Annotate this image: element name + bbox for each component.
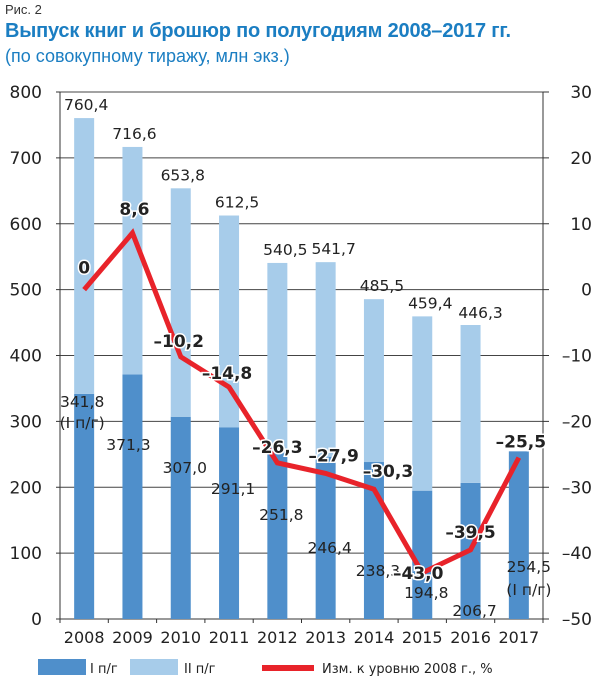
left-tick-label: 800 <box>10 83 42 103</box>
total-data-label: 653,8 <box>161 166 205 184</box>
change-data-label: –30,3 <box>363 462 413 482</box>
left-tick-label: 600 <box>10 215 42 235</box>
x-tick-label: 2017 <box>498 628 539 647</box>
figure-label: Рис. 2 <box>5 2 42 17</box>
left-tick-label: 0 <box>31 610 42 630</box>
change-data-label: –27,9 <box>308 446 358 466</box>
bar-h1 <box>219 427 240 619</box>
change-line <box>82 228 522 577</box>
total-data-label: 540,5 <box>263 241 307 259</box>
left-tick-label: 300 <box>10 412 42 432</box>
legend-swatch-h2 <box>130 659 178 675</box>
left-tick-label: 500 <box>10 281 42 301</box>
legend-swatch-line <box>262 665 314 671</box>
change-data-label: –14,8 <box>202 364 252 384</box>
bar-h1 <box>315 456 336 619</box>
change-data-label: –43,0 <box>393 564 444 584</box>
x-tick-label: 2014 <box>354 628 395 647</box>
total-data-label: 446,3 <box>458 304 502 322</box>
x-tick-label: 2016 <box>450 628 491 647</box>
change-data-label: –25,5 <box>496 433 546 453</box>
bar-h2 <box>315 262 336 457</box>
bar-h2 <box>460 324 481 483</box>
right-tick-label: 0 <box>581 281 592 301</box>
bar-h2 <box>267 262 288 454</box>
x-tick-label: 2008 <box>64 628 105 647</box>
bar-h1 <box>267 453 288 619</box>
change-data-label: –26,3 <box>252 438 302 458</box>
h1-data-label: 254,5 <box>507 558 551 576</box>
bar-h2 <box>412 316 433 491</box>
total-data-label: 485,5 <box>360 277 404 295</box>
h1-data-label: 251,8 <box>259 506 303 524</box>
chart-subtitle: (по совокупному тиражу, млн экз.) <box>5 46 290 66</box>
legend-label-h1: I п/г <box>90 662 118 677</box>
right-tick-label: 20 <box>570 149 592 169</box>
h1-data-label: 194,8 <box>404 584 448 602</box>
right-tick-label: 30 <box>570 83 592 103</box>
total-data-label: 760,4 <box>64 96 108 114</box>
x-tick-label: 2010 <box>160 628 201 647</box>
x-tick-label: 2013 <box>305 628 346 647</box>
right-tick-label: –10 <box>562 347 592 367</box>
x-tick-label: 2009 <box>112 628 153 647</box>
left-tick-label: 700 <box>10 149 42 169</box>
left-tick-label: 200 <box>10 478 42 498</box>
bar-h1 <box>74 393 95 619</box>
h1-data-label: 307,0 <box>163 459 207 477</box>
bar-h2 <box>74 118 95 394</box>
left-tick-label: 400 <box>10 347 42 367</box>
left-tick-label: 100 <box>10 544 42 564</box>
h1-data-label: 238,3 <box>356 562 400 580</box>
bar-h1 <box>170 416 191 619</box>
h1-data-label: 206,7 <box>452 602 496 620</box>
x-tick-label: 2011 <box>209 628 250 647</box>
right-tick-label: –50 <box>562 610 592 630</box>
bar-h2 <box>170 188 191 417</box>
right-tick-label: –20 <box>562 412 592 432</box>
h1-data-label: 341,8 <box>60 393 104 411</box>
bar-h1 <box>412 490 433 619</box>
chart-title: Выпуск книг и брошюр по полугодиям 2008–… <box>5 20 511 42</box>
legend-label-line: Изм. к уровню 2008 г., % <box>322 662 493 677</box>
total-data-label: 612,5 <box>215 194 259 212</box>
h1-data-label: 371,3 <box>106 436 150 454</box>
right-tick-label: –30 <box>562 478 592 498</box>
bar-h2 <box>363 299 384 463</box>
bar-h1 <box>122 374 143 619</box>
x-tick-label: 2015 <box>402 628 443 647</box>
bar-h2 <box>219 215 240 428</box>
h1-data-label: 291,1 <box>211 480 255 498</box>
total-data-label: 541,7 <box>311 240 355 258</box>
last-bar-note: (I п/г) <box>506 581 551 599</box>
h1-data-label: 246,4 <box>307 539 351 557</box>
legend-swatch-h1 <box>38 659 86 675</box>
bar-h1 <box>508 451 529 619</box>
total-data-label: 716,6 <box>112 125 156 143</box>
change-data-label: –10,2 <box>154 332 204 352</box>
change-data-label: 8,6 <box>119 200 149 220</box>
change-data-label: 0 <box>78 259 90 279</box>
bar-h2 <box>122 146 143 375</box>
total-data-label: 459,4 <box>408 294 452 312</box>
first-bar-note: (I п/г) <box>60 414 105 432</box>
change-data-label: –39,5 <box>445 523 495 543</box>
right-tick-label: –40 <box>562 544 592 564</box>
legend-label-h2: II п/г <box>184 662 216 677</box>
right-tick-label: 10 <box>570 215 592 235</box>
x-tick-label: 2012 <box>257 628 298 647</box>
